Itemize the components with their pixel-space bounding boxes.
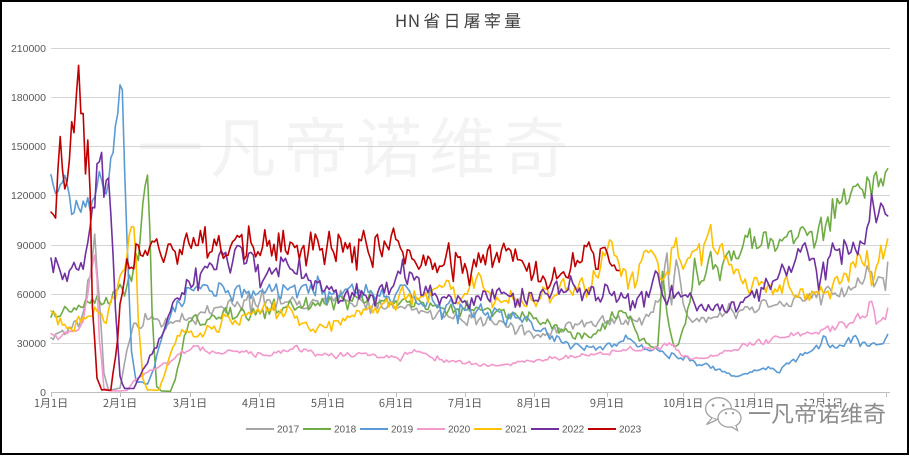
svg-text:2020: 2020 xyxy=(448,425,471,436)
svg-text:2017: 2017 xyxy=(277,425,300,436)
svg-text:2018: 2018 xyxy=(334,425,357,436)
svg-text:150000: 150000 xyxy=(11,141,46,153)
svg-text:2021: 2021 xyxy=(505,425,528,436)
svg-text:60000: 60000 xyxy=(17,289,46,301)
svg-text:2022: 2022 xyxy=(562,425,585,436)
svg-text:120000: 120000 xyxy=(11,190,46,202)
svg-text:0: 0 xyxy=(40,387,46,399)
svg-text:2019: 2019 xyxy=(391,425,414,436)
svg-text:2023: 2023 xyxy=(619,425,642,436)
svg-text:210000: 210000 xyxy=(11,43,46,55)
svg-text:180000: 180000 xyxy=(11,92,46,104)
svg-text:90000: 90000 xyxy=(17,240,46,252)
svg-text:30000: 30000 xyxy=(17,338,46,350)
